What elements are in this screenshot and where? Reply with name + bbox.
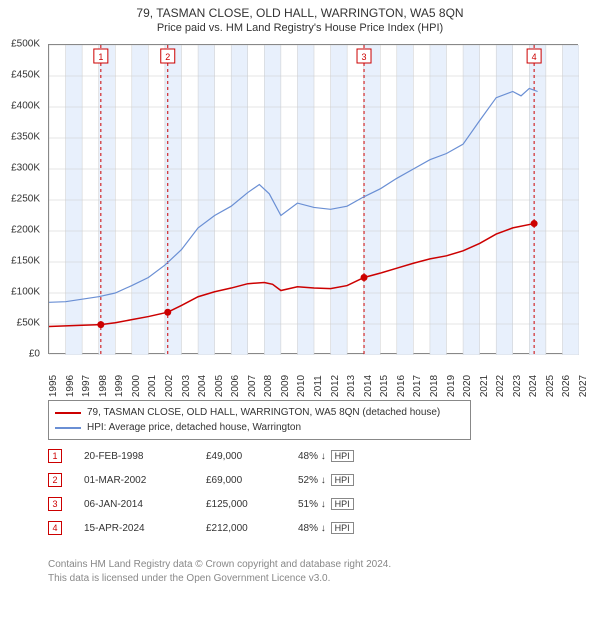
chart-title: 79, TASMAN CLOSE, OLD HALL, WARRINGTON, …: [0, 0, 600, 20]
x-tick-label: 2022: [495, 375, 506, 397]
legend-swatch: [55, 427, 81, 429]
x-tick-label: 2025: [545, 375, 556, 397]
svg-text:1: 1: [98, 52, 103, 62]
footer-line-2: This data is licensed under the Open Gov…: [48, 572, 568, 586]
x-tick-label: 2023: [512, 375, 523, 397]
marker-date: 20-FEB-1998: [84, 451, 184, 462]
marker-diff: 51% ↓ HPI: [298, 499, 388, 510]
chart-svg: 1 2 3 4: [49, 45, 579, 355]
svg-text:3: 3: [362, 52, 367, 62]
legend-label: HPI: Average price, detached house, Warr…: [87, 420, 301, 435]
marker-diff: 52% ↓ HPI: [298, 475, 388, 486]
x-tick-label: 1997: [81, 375, 92, 397]
x-tick-label: 2005: [214, 375, 225, 397]
y-tick-label: £200K: [11, 225, 40, 236]
legend-item: 79, TASMAN CLOSE, OLD HALL, WARRINGTON, …: [55, 405, 464, 420]
x-tick-label: 1998: [98, 375, 109, 397]
x-tick-label: 2018: [429, 375, 440, 397]
x-tick-label: 2010: [296, 375, 307, 397]
x-tick-label: 1996: [65, 375, 76, 397]
x-tick-label: 2019: [446, 375, 457, 397]
y-tick-label: £150K: [11, 256, 40, 267]
x-tick-label: 2016: [396, 375, 407, 397]
x-axis-labels: 1995 1996 1997 1998 1999 2000 2001 2002 2003 2004…: [48, 358, 578, 398]
marker-number-badge: 2: [48, 473, 62, 487]
x-tick-label: 2014: [363, 375, 374, 397]
x-tick-label: 2001: [147, 375, 158, 397]
x-tick-label: 2027: [578, 375, 589, 397]
y-tick-label: £50K: [17, 318, 40, 329]
x-tick-label: 2000: [131, 375, 142, 397]
x-tick-label: 2002: [164, 375, 175, 397]
chart-subtitle: Price paid vs. HM Land Registry's House …: [0, 20, 600, 34]
x-tick-label: 2008: [263, 375, 274, 397]
y-tick-label: £300K: [11, 163, 40, 174]
y-tick-label: £350K: [11, 132, 40, 143]
marker-number-badge: 4: [48, 521, 62, 535]
marker-table-row: 2 01-MAR-2002 £69,000 52% ↓ HPI: [48, 468, 508, 492]
chart-container: 79, TASMAN CLOSE, OLD HALL, WARRINGTON, …: [0, 0, 600, 620]
marker-table: 1 20-FEB-1998 £49,000 48% ↓ HPI 2 01-MAR-2002…: [48, 444, 508, 540]
x-tick-label: 2017: [412, 375, 423, 397]
marker-table-row: 3 06-JAN-2014 £125,000 51% ↓ HPI: [48, 492, 508, 516]
x-tick-label: 2020: [462, 375, 473, 397]
legend-box: 79, TASMAN CLOSE, OLD HALL, WARRINGTON, …: [48, 400, 471, 440]
marker-price: £125,000: [206, 499, 276, 510]
chart-plot-area: 1 2 3 4: [48, 44, 578, 354]
x-tick-label: 2015: [379, 375, 390, 397]
marker-diff: 48% ↓ HPI: [298, 523, 388, 534]
x-tick-label: 2011: [313, 375, 324, 397]
marker-number-badge: 1: [48, 449, 62, 463]
y-tick-label: £100K: [11, 287, 40, 298]
marker-date: 15-APR-2024: [84, 523, 184, 534]
footer-line-1: Contains HM Land Registry data © Crown c…: [48, 558, 568, 572]
y-tick-label: £500K: [11, 39, 40, 50]
x-tick-label: 2006: [230, 375, 241, 397]
marker-price: £49,000: [206, 451, 276, 462]
y-tick-label: £0: [29, 349, 40, 360]
legend-swatch: [55, 412, 81, 414]
svg-text:2: 2: [165, 52, 170, 62]
x-tick-label: 1999: [114, 375, 125, 397]
marker-table-row: 1 20-FEB-1998 £49,000 48% ↓ HPI: [48, 444, 508, 468]
x-tick-label: 2009: [280, 375, 291, 397]
y-tick-label: £250K: [11, 194, 40, 205]
x-tick-label: 2021: [479, 375, 490, 397]
marker-date: 01-MAR-2002: [84, 475, 184, 486]
x-tick-label: 2007: [247, 375, 258, 397]
x-tick-label: 2003: [181, 375, 192, 397]
x-tick-label: 2026: [561, 375, 572, 397]
marker-table-row: 4 15-APR-2024 £212,000 48% ↓ HPI: [48, 516, 508, 540]
marker-price: £212,000: [206, 523, 276, 534]
legend-item: HPI: Average price, detached house, Warr…: [55, 420, 464, 435]
x-tick-label: 2024: [528, 375, 539, 397]
x-tick-label: 2013: [346, 375, 357, 397]
marker-diff: 48% ↓ HPI: [298, 451, 388, 462]
x-tick-label: 1995: [48, 375, 59, 397]
marker-date: 06-JAN-2014: [84, 499, 184, 510]
x-tick-label: 2004: [197, 375, 208, 397]
y-tick-label: £400K: [11, 101, 40, 112]
svg-text:4: 4: [532, 52, 537, 62]
footer-attribution: Contains HM Land Registry data © Crown c…: [48, 558, 568, 586]
marker-price: £69,000: [206, 475, 276, 486]
y-axis-labels: £0£50K£100K£150K£200K£250K£300K£350K£400…: [0, 44, 44, 354]
x-tick-label: 2012: [330, 375, 341, 397]
y-tick-label: £450K: [11, 70, 40, 81]
legend-label: 79, TASMAN CLOSE, OLD HALL, WARRINGTON, …: [87, 405, 440, 420]
marker-number-badge: 3: [48, 497, 62, 511]
